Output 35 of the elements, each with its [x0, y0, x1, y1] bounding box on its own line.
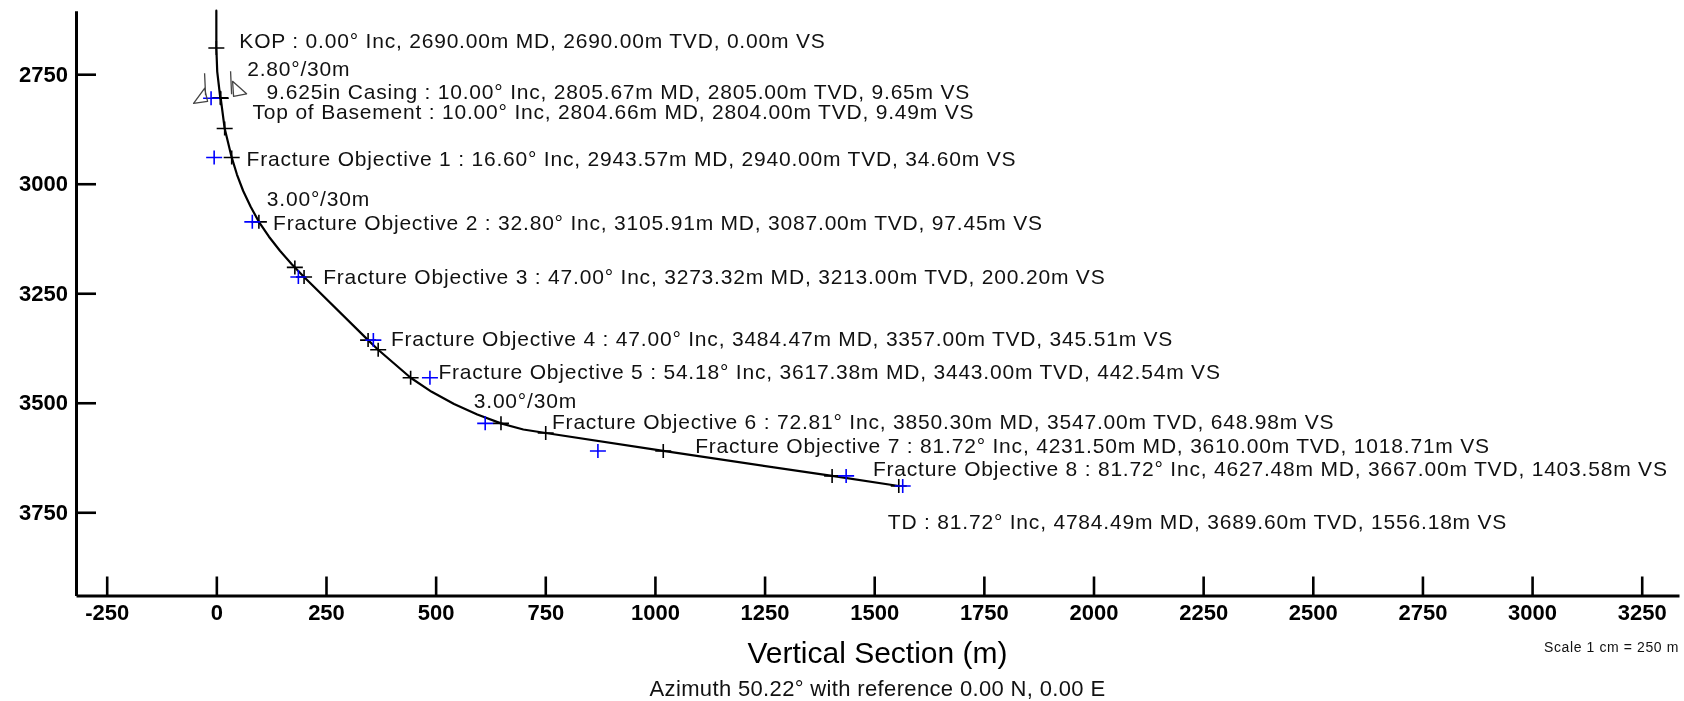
annotation: Fracture Objective 8 : 81.72° Inc, 4627.48m MD, 3667.00m TVD, 1403.58m VS	[872, 457, 1668, 481]
x-tick-label: 750	[527, 600, 565, 626]
annotation: 9.625in Casing : 10.00° Inc, 2805.67m MD, 2805.00m TVD, 9.65m VS	[266, 79, 971, 103]
annotation: KOP : 0.00° Inc, 2690.00m MD, 2690.00m TVD, 0.00m VS	[239, 29, 826, 53]
x-axis-title: Vertical Section (m)	[747, 635, 1008, 669]
y-tick-label: 3500	[19, 390, 68, 416]
x-tick-label: 1000	[630, 600, 680, 626]
annotation: Fracture Objective 3 : 47.00° Inc, 3273.32m MD, 3213.00m TVD, 200.20m VS	[323, 264, 1106, 288]
x-tick-label: 2000	[1069, 600, 1119, 626]
x-tick-label: 250	[308, 600, 345, 626]
annotation: Fracture Objective 7 : 81.72° Inc, 4231.50m MD, 3610.00m TVD, 1018.71m VS	[695, 434, 1490, 458]
x-tick-label: 3000	[1508, 600, 1558, 626]
y-tick-label: 3250	[19, 280, 68, 306]
x-tick-label: 500	[417, 600, 455, 626]
text: Scale 1 cm = 250 m	[1544, 639, 1679, 655]
x-tick-label: -250	[85, 600, 130, 626]
annotation: TD : 81.72° Inc, 4784.49m MD, 3689.60m TVD, 1556.18m VS	[887, 510, 1508, 534]
annotation: Fracture Objective 1 : 16.60° Inc, 2943.57m MD, 2940.00m TVD, 34.60m VS	[246, 146, 1017, 170]
y-tick-label: 2750	[19, 61, 68, 87]
text: Azimuth 50.22° with reference 0.00 N, 0.00 E	[649, 675, 1106, 701]
y-tick-label: 3000	[19, 171, 68, 197]
annotation: 3.00°/30m	[266, 186, 371, 210]
annotation: Fracture Objective 2 : 32.80° Inc, 3105.91m MD, 3087.00m TVD, 97.45m VS	[273, 211, 1043, 235]
x-tick-label: 2750	[1398, 600, 1448, 626]
x-tick-label: 2250	[1179, 600, 1229, 626]
y-tick-label: 3750	[19, 499, 68, 525]
annotation: Fracture Objective 5 : 54.18° Inc, 3617.38m MD, 3443.00m TVD, 442.54m VS	[438, 360, 1221, 384]
x-tick-label: 1500	[850, 600, 900, 626]
x-tick-label: 1750	[959, 600, 1009, 626]
annotation: Fracture Objective 4 : 47.00° Inc, 3484.47m MD, 3357.00m TVD, 345.51m VS	[390, 326, 1174, 350]
x-tick-label: 0	[210, 600, 223, 626]
x-tick-label: 1250	[740, 600, 790, 626]
annotation: 2.80°/30m	[247, 56, 351, 80]
x-tick-label: 3250	[1617, 600, 1667, 626]
x-tick-label: 2500	[1288, 600, 1338, 626]
